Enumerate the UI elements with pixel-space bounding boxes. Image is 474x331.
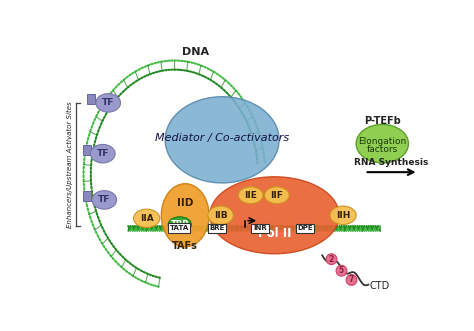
Text: TF: TF <box>98 195 110 204</box>
Text: RNA Synthesis: RNA Synthesis <box>355 158 428 167</box>
Text: IIA: IIA <box>140 214 154 223</box>
FancyBboxPatch shape <box>83 191 91 201</box>
Text: Enhancers/Upstream Activator Sites: Enhancers/Upstream Activator Sites <box>67 101 73 228</box>
Ellipse shape <box>134 209 160 228</box>
Text: TATA: TATA <box>169 225 189 231</box>
FancyBboxPatch shape <box>296 224 314 233</box>
FancyBboxPatch shape <box>251 224 269 233</box>
Text: INR: INR <box>253 225 267 231</box>
Circle shape <box>346 275 357 285</box>
Ellipse shape <box>208 206 233 224</box>
Ellipse shape <box>165 97 279 183</box>
Text: Elongation: Elongation <box>358 137 406 146</box>
Text: Pol II: Pol II <box>258 227 291 240</box>
Text: factors: factors <box>367 145 398 154</box>
Ellipse shape <box>168 217 191 232</box>
Ellipse shape <box>161 184 209 247</box>
Text: 7: 7 <box>349 275 354 284</box>
Text: DPE: DPE <box>298 225 313 231</box>
Text: IID: IID <box>177 198 193 208</box>
Text: TF: TF <box>102 98 114 107</box>
Text: Mediator / Co-activators: Mediator / Co-activators <box>155 133 289 143</box>
FancyBboxPatch shape <box>168 223 190 233</box>
Text: DNA: DNA <box>182 47 209 57</box>
Circle shape <box>326 254 337 264</box>
Ellipse shape <box>238 187 263 204</box>
Ellipse shape <box>96 94 120 112</box>
Text: P-TEFb: P-TEFb <box>364 116 401 125</box>
Ellipse shape <box>330 206 356 224</box>
Text: TBP: TBP <box>171 220 189 229</box>
Text: IIB: IIB <box>214 211 228 220</box>
FancyBboxPatch shape <box>83 145 91 155</box>
Ellipse shape <box>91 144 115 163</box>
Ellipse shape <box>264 187 289 204</box>
Text: IIF: IIF <box>270 191 283 200</box>
Text: TAFs: TAFs <box>172 241 198 251</box>
Text: TF: TF <box>97 149 109 158</box>
Text: IIH: IIH <box>336 211 350 220</box>
FancyBboxPatch shape <box>208 224 226 233</box>
FancyBboxPatch shape <box>87 94 95 104</box>
Text: 5: 5 <box>339 266 344 275</box>
Text: CTD: CTD <box>370 281 390 291</box>
Text: 2: 2 <box>329 255 334 264</box>
Ellipse shape <box>356 124 409 163</box>
Ellipse shape <box>210 177 339 254</box>
Text: IIE: IIE <box>244 191 257 200</box>
Ellipse shape <box>92 191 117 209</box>
Text: BRE: BRE <box>209 225 224 231</box>
Circle shape <box>336 265 347 276</box>
